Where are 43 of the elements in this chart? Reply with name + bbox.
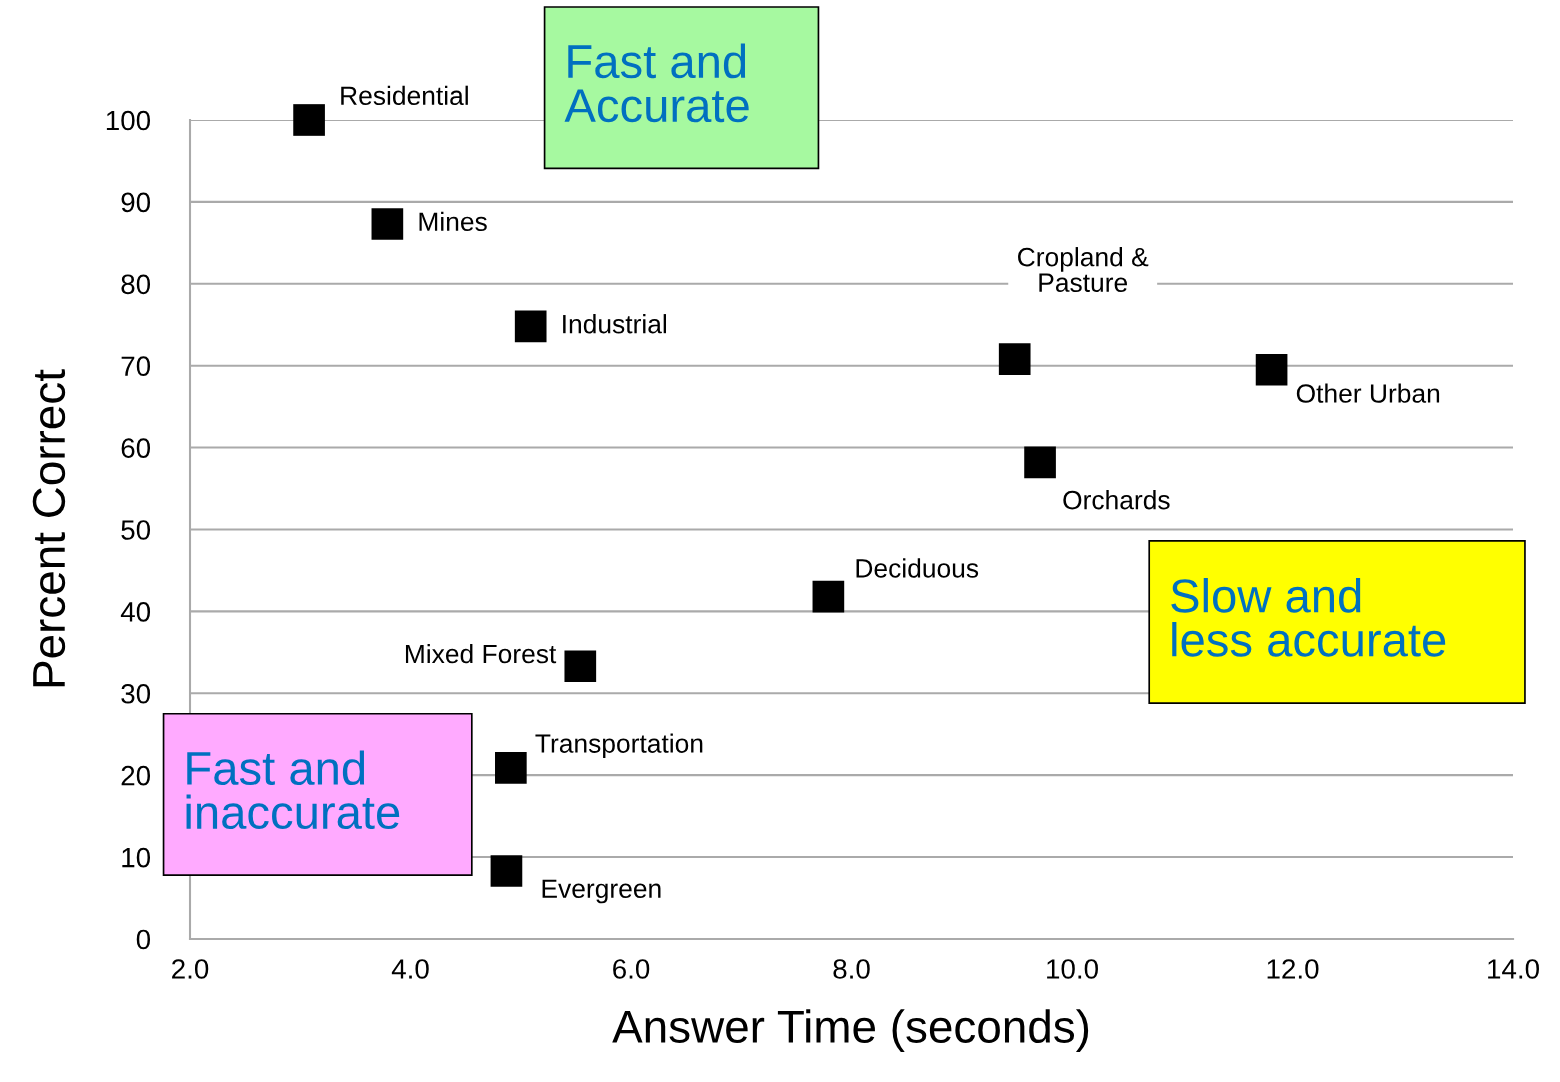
y-tick-label: 70 xyxy=(121,356,151,377)
y-tick-label: 90 xyxy=(121,192,151,213)
point xyxy=(293,104,325,136)
annotation: Transportation xyxy=(535,733,703,759)
y-tick-label: 80 xyxy=(121,274,151,295)
annotation: Other Urban xyxy=(1296,383,1440,403)
annotation: Fast and inaccurate xyxy=(186,750,400,830)
x-axis-title: Answer Time (seconds) xyxy=(612,1009,1089,1052)
point xyxy=(371,208,404,240)
annotation: Mixed Forest xyxy=(405,643,557,664)
annotation: Industrial xyxy=(563,314,666,334)
annotation: Deciduous xyxy=(856,558,979,578)
annotation: Slow and less accurate xyxy=(1171,578,1446,657)
y-tick-label: 10 xyxy=(122,847,151,868)
y-tick-label: 0 xyxy=(136,929,151,950)
point xyxy=(490,855,523,887)
y-axis-title: Percent Correct xyxy=(32,369,66,687)
point xyxy=(495,751,527,784)
point xyxy=(1255,353,1288,386)
x-tick-label: 4.0 xyxy=(391,959,429,979)
point xyxy=(514,310,547,343)
y-tick-label: 100 xyxy=(106,110,151,131)
point xyxy=(998,343,1031,375)
y-tick-label: 50 xyxy=(121,520,151,540)
x-tick-label: 8.0 xyxy=(833,959,870,979)
x-tick-label: 2.0 xyxy=(172,959,209,979)
y-tick-label: 20 xyxy=(121,765,151,786)
y-tick-label: 60 xyxy=(121,438,151,458)
x-tick-label: 12.0 xyxy=(1267,959,1319,979)
point xyxy=(812,580,845,613)
y-tick-label: 30 xyxy=(121,683,151,704)
x-tick-label: 6.0 xyxy=(613,959,650,979)
annotation: Orchards xyxy=(1063,490,1170,510)
x-tick-label: 14.0 xyxy=(1488,959,1539,979)
annotation: Fast and Accurate xyxy=(564,43,749,123)
point xyxy=(1024,446,1056,479)
y-tick-label: 40 xyxy=(120,602,151,622)
annotation: Cropland & Pasture xyxy=(1018,247,1149,292)
x-tick-label: 10.0 xyxy=(1047,959,1098,979)
annotation: Residential xyxy=(341,85,468,106)
annotation: Mines xyxy=(419,211,487,232)
annotation: Evergreen xyxy=(542,879,661,904)
point xyxy=(564,650,597,683)
